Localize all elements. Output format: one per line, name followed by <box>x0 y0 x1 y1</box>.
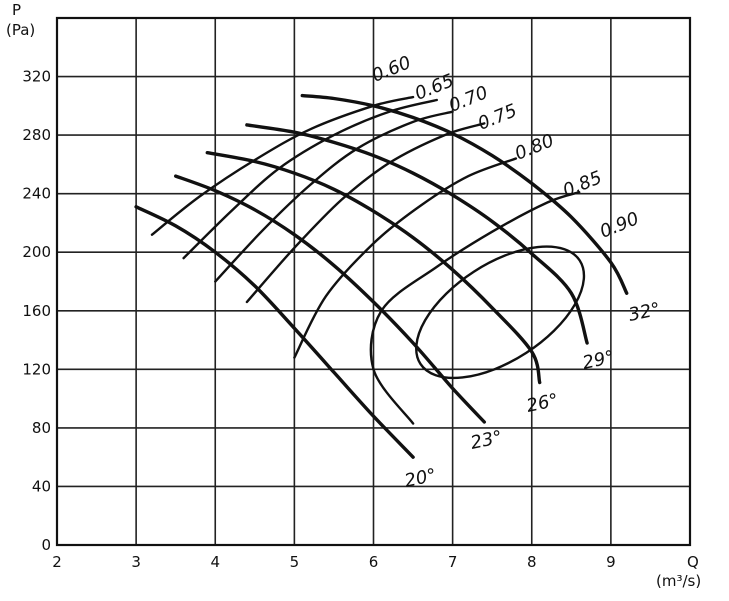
y-tick-label: 200 <box>22 243 51 261</box>
y-tick-label: 240 <box>22 185 51 203</box>
blade-angle-curve <box>205 151 542 385</box>
x-tick-label: 9 <box>606 553 616 571</box>
blade-angle-label: 32° <box>627 299 663 326</box>
blade-angle-curve <box>245 123 589 345</box>
blade-angle-label: 23° <box>469 427 505 454</box>
efficiency-label: 0.90 <box>597 208 642 242</box>
y-axis-unit: (Pa) <box>6 21 35 39</box>
efficiency-ellipse <box>415 245 586 380</box>
blade-angle-curve <box>300 93 629 295</box>
y-axis-label: P <box>12 1 21 19</box>
x-tick-label: 4 <box>210 553 220 571</box>
efficiency-curve <box>293 157 518 359</box>
y-tick-label: 120 <box>22 360 51 378</box>
efficiency-curve <box>245 122 486 304</box>
efficiency-curve <box>214 110 454 283</box>
x-tick-label: 6 <box>369 553 379 571</box>
x-axis-unit: (m³/s) <box>656 572 701 590</box>
plot-frame <box>55 16 692 547</box>
blade-angle-label: 20° <box>403 465 439 492</box>
y-tick-label: 320 <box>22 68 51 86</box>
grid <box>57 18 690 545</box>
y-tick-label: 80 <box>32 419 51 437</box>
x-tick-label: 8 <box>527 553 537 571</box>
blade-angle-curve <box>174 174 486 424</box>
blade-angle-label: 26° <box>525 390 561 417</box>
x-tick-label: 5 <box>290 553 300 571</box>
y-tick-label: 0 <box>41 536 51 554</box>
curves <box>134 93 629 459</box>
blade-angle-curve <box>134 205 415 459</box>
efficiency-curve <box>369 191 581 425</box>
efficiency-label: 0.60 <box>369 52 414 86</box>
y-tick-label: 40 <box>32 477 51 495</box>
y-tick-label: 160 <box>22 302 51 320</box>
y-tick-label: 280 <box>22 126 51 144</box>
x-tick-label: 7 <box>448 553 458 571</box>
x-axis-label: Q <box>687 553 699 571</box>
x-tick-label: 3 <box>131 553 141 571</box>
x-tick-label: 2 <box>52 553 62 571</box>
efficiency-label: 0.85 <box>560 167 605 201</box>
